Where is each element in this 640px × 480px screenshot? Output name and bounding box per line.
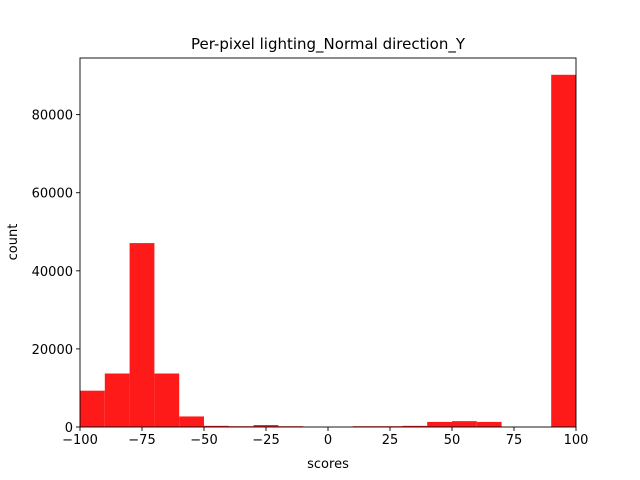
histogram-bar <box>179 416 204 427</box>
histogram-bar <box>204 425 229 427</box>
histogram-bar <box>129 243 155 427</box>
y-tick-label: 80000 <box>32 109 73 124</box>
bars-group <box>80 74 576 428</box>
histogram-bar <box>551 74 576 428</box>
y-tick-label: 40000 <box>32 265 73 280</box>
y-axis-ticks: 0 20000 40000 60000 80000 <box>32 109 80 436</box>
histogram-bar <box>476 421 502 427</box>
histogram-bar <box>402 425 428 427</box>
histogram-bar <box>253 425 279 427</box>
y-axis-label: count <box>6 224 21 261</box>
x-tick-label: −25 <box>252 433 279 448</box>
x-tick-label: 50 <box>444 433 461 448</box>
chart-title: Per-pixel lighting_Normal direction_Y <box>191 35 466 54</box>
histogram-bar <box>154 373 180 427</box>
x-axis-label: scores <box>307 457 349 472</box>
x-axis-ticks: −100 −75 −50 −25 0 25 50 75 100 <box>62 427 588 448</box>
y-tick-label: 20000 <box>32 343 73 358</box>
x-tick-label: −75 <box>128 433 155 448</box>
y-tick-label: 0 <box>65 421 73 436</box>
histogram-bar <box>80 390 105 427</box>
x-tick-label: 75 <box>506 433 523 448</box>
x-tick-label: −100 <box>62 433 98 448</box>
histogram-bar <box>452 421 477 427</box>
plot-frame <box>79 57 577 428</box>
x-tick-label: −50 <box>190 433 217 448</box>
x-tick-label: 100 <box>564 433 589 448</box>
histogram-bar <box>104 373 130 427</box>
histogram-bar <box>427 421 452 427</box>
x-tick-label: 0 <box>324 433 332 448</box>
y-tick-label: 60000 <box>32 187 73 202</box>
x-tick-label: 25 <box>382 433 399 448</box>
